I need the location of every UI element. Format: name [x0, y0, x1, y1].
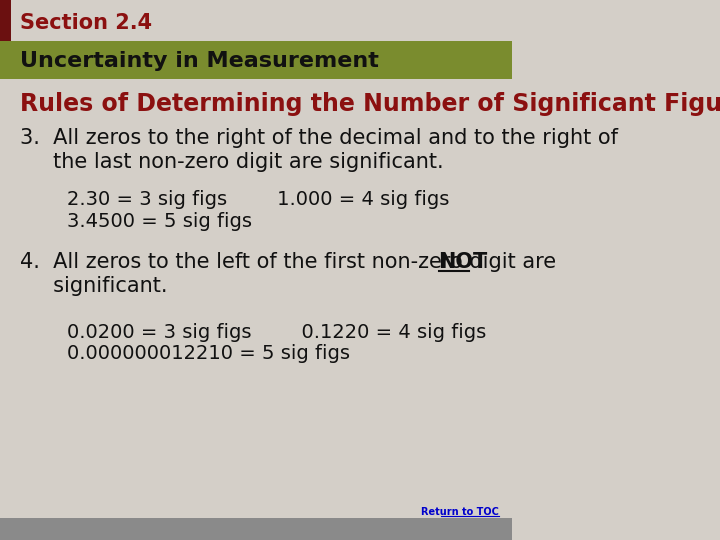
Text: NOT: NOT	[438, 252, 488, 272]
Text: 3.4500 = 5 sig figs: 3.4500 = 5 sig figs	[66, 212, 251, 231]
Text: Uncertainty in Measurement: Uncertainty in Measurement	[20, 51, 379, 71]
Text: 3.  All zeros to the right of the decimal and to the right of: 3. All zeros to the right of the decimal…	[20, 127, 618, 148]
Text: Section 2.4: Section 2.4	[20, 13, 153, 33]
FancyBboxPatch shape	[0, 40, 512, 79]
Text: Return to TOC: Return to TOC	[421, 507, 499, 517]
Text: the last non-zero digit are significant.: the last non-zero digit are significant.	[20, 152, 444, 172]
FancyBboxPatch shape	[0, 0, 12, 40]
Text: 2.30 = 3 sig figs        1.000 = 4 sig figs: 2.30 = 3 sig figs 1.000 = 4 sig figs	[66, 190, 449, 210]
Text: 0.0200 = 3 sig figs        0.1220 = 4 sig figs: 0.0200 = 3 sig figs 0.1220 = 4 sig figs	[66, 322, 486, 342]
Text: Rules of Determining the Number of Significant Figures: Rules of Determining the Number of Signi…	[20, 92, 720, 116]
FancyBboxPatch shape	[0, 518, 512, 540]
Text: 4.  All zeros to the left of the first non-zero digit are: 4. All zeros to the left of the first no…	[20, 252, 563, 272]
Text: significant.: significant.	[20, 276, 168, 296]
Text: 0.000000012210 = 5 sig figs: 0.000000012210 = 5 sig figs	[66, 344, 349, 363]
